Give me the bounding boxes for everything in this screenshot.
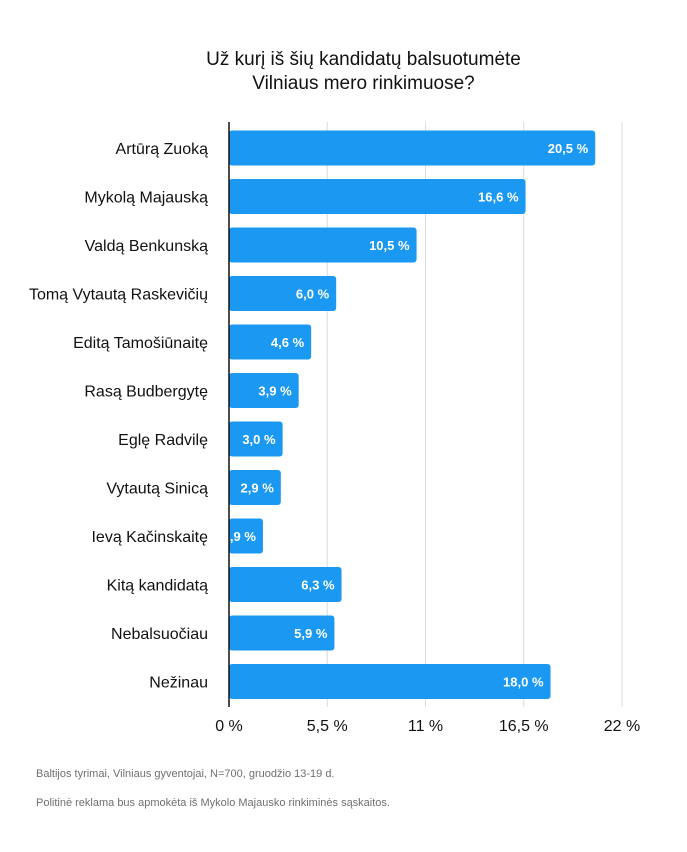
bar	[229, 130, 596, 166]
value-label: 4,6 %	[271, 335, 305, 350]
chart-title: Už kurį iš šių kandidatų balsuotumėte Vi…	[0, 48, 687, 96]
x-tick-label: 16,5 %	[499, 718, 549, 735]
category-label: Mykolą Majauską	[84, 190, 208, 207]
value-label: 2,9 %	[241, 481, 275, 496]
bar	[229, 421, 283, 457]
bar	[229, 276, 337, 311]
bar	[229, 179, 526, 214]
category-label: Tomą Vytautą Raskevičių	[29, 287, 208, 304]
value-label: 18,0 %	[503, 675, 544, 690]
bar	[229, 664, 551, 699]
category-label: Kitą kandidatą	[107, 578, 209, 595]
category-label: Eglę Radvilę	[118, 432, 208, 449]
chart-title-line2: Vilniaus mero rinkimuose?	[252, 73, 475, 94]
value-label: 16,6 %	[478, 190, 519, 205]
value-label: 10,5 %	[369, 238, 410, 253]
x-tick-label: 5,5 %	[307, 718, 348, 735]
bar	[229, 518, 263, 554]
value-label: 1,9 %	[223, 529, 257, 544]
category-label: Artūrą Zuoką	[116, 141, 209, 158]
value-label: 20,5 %	[548, 141, 589, 156]
category-label: Nebalsuočiau	[111, 626, 208, 643]
category-label: Editą Tamošiūnaitę	[73, 335, 208, 352]
category-label: Valdą Benkunską	[85, 238, 208, 255]
x-tick-label: 11 %	[408, 718, 443, 735]
category-label: Nežinau	[149, 675, 208, 692]
category-label: Ievą Kačinskaitę	[91, 529, 208, 546]
bar	[229, 470, 281, 505]
disclaimer-footnote: Politinė reklama bus apmokėta iš Mykolo …	[36, 797, 390, 809]
value-label: 6,3 %	[301, 578, 335, 593]
bar	[229, 373, 299, 408]
value-label: 3,0 %	[242, 432, 276, 447]
bar	[229, 615, 335, 651]
bar	[229, 567, 342, 602]
source-footnote: Baltijos tyrimai, Vilniaus gyventojai, N…	[36, 768, 335, 780]
bar	[229, 324, 312, 360]
chart-title-line1: Už kurį iš šių kandidatų balsuotumėte	[206, 49, 521, 70]
bar-chart: Artūrą Zuoką 20,5 % Mykolą Majauską 16,6 % V…	[29, 122, 640, 735]
value-label: 5,9 %	[294, 626, 328, 641]
bar	[229, 227, 417, 263]
value-label: 6,0 %	[296, 287, 330, 302]
value-label: 3,9 %	[258, 384, 292, 399]
x-tick-label: 0 %	[215, 718, 243, 735]
x-tick-label: 22 %	[604, 718, 640, 735]
category-label: Vytautą Sinicą	[106, 481, 208, 498]
category-label: Rasą Budbergytę	[84, 384, 208, 401]
